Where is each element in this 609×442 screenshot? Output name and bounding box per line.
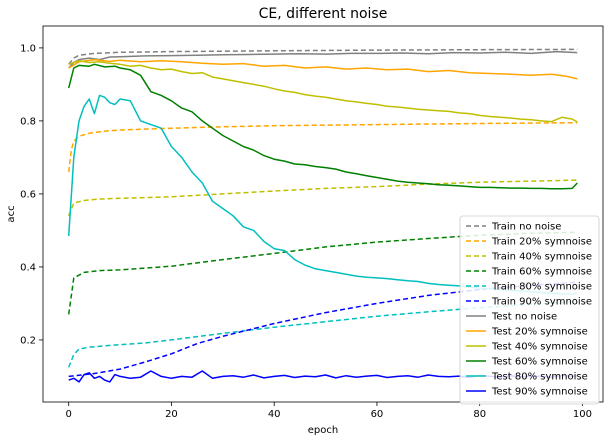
legend: Train no noise Train 20% symnoise Train 40… xyxy=(459,215,600,405)
series-line-5 xyxy=(68,300,578,368)
x-tick-label: 80 xyxy=(473,409,486,420)
x-tick-label: 20 xyxy=(165,409,178,420)
y-tick-label: 1.0 xyxy=(20,43,36,54)
legend-label: Train 60% symnoise xyxy=(491,267,592,278)
series-lines xyxy=(67,48,578,383)
legend-label: Train 90% symnoise xyxy=(491,297,592,308)
legend-label: Train 80% symnoise xyxy=(491,282,592,293)
legend-label: Test no noise xyxy=(491,312,557,323)
series-line-7 xyxy=(68,50,578,69)
legend-label: Test 90% symnoise xyxy=(491,387,588,398)
legend-label: Train 20% symnoise xyxy=(491,237,592,248)
legend-label: Test 80% symnoise xyxy=(491,372,588,383)
x-tick-label: 100 xyxy=(573,409,592,420)
y-axis-label: acc xyxy=(6,205,17,222)
series-line-9 xyxy=(68,59,578,123)
series-line-10 xyxy=(67,63,578,190)
series-line-8 xyxy=(68,58,578,80)
chart-title: CE, different noise xyxy=(259,6,388,22)
series-line-4 xyxy=(67,231,578,315)
series-line-3 xyxy=(68,179,578,217)
y-tick-label: 0.8 xyxy=(20,116,36,127)
legend-label: Test 40% symnoise xyxy=(491,342,588,353)
axis-ticks: 0 20 40 60 80 100 0.2 0.4 0.6 0.8 1.0 xyxy=(20,43,592,420)
x-tick-label: 60 xyxy=(371,409,384,420)
legend-label: Test 60% symnoise xyxy=(491,357,588,368)
y-tick-label: 0.6 xyxy=(20,189,36,200)
legend-box xyxy=(459,215,600,405)
y-tick-label: 0.4 xyxy=(20,262,36,273)
series-line-2 xyxy=(67,121,578,173)
x-tick-label: 40 xyxy=(268,409,281,420)
x-axis-label: epoch xyxy=(308,425,338,436)
x-tick-label: 0 xyxy=(66,409,72,420)
y-tick-label: 0.2 xyxy=(20,335,36,346)
legend-label: Train 40% symnoise xyxy=(491,252,592,263)
legend-label: Train no noise xyxy=(491,222,561,233)
plot-area xyxy=(42,25,604,403)
series-line-1 xyxy=(68,48,578,65)
legend-label: Test 20% symnoise xyxy=(491,327,588,338)
